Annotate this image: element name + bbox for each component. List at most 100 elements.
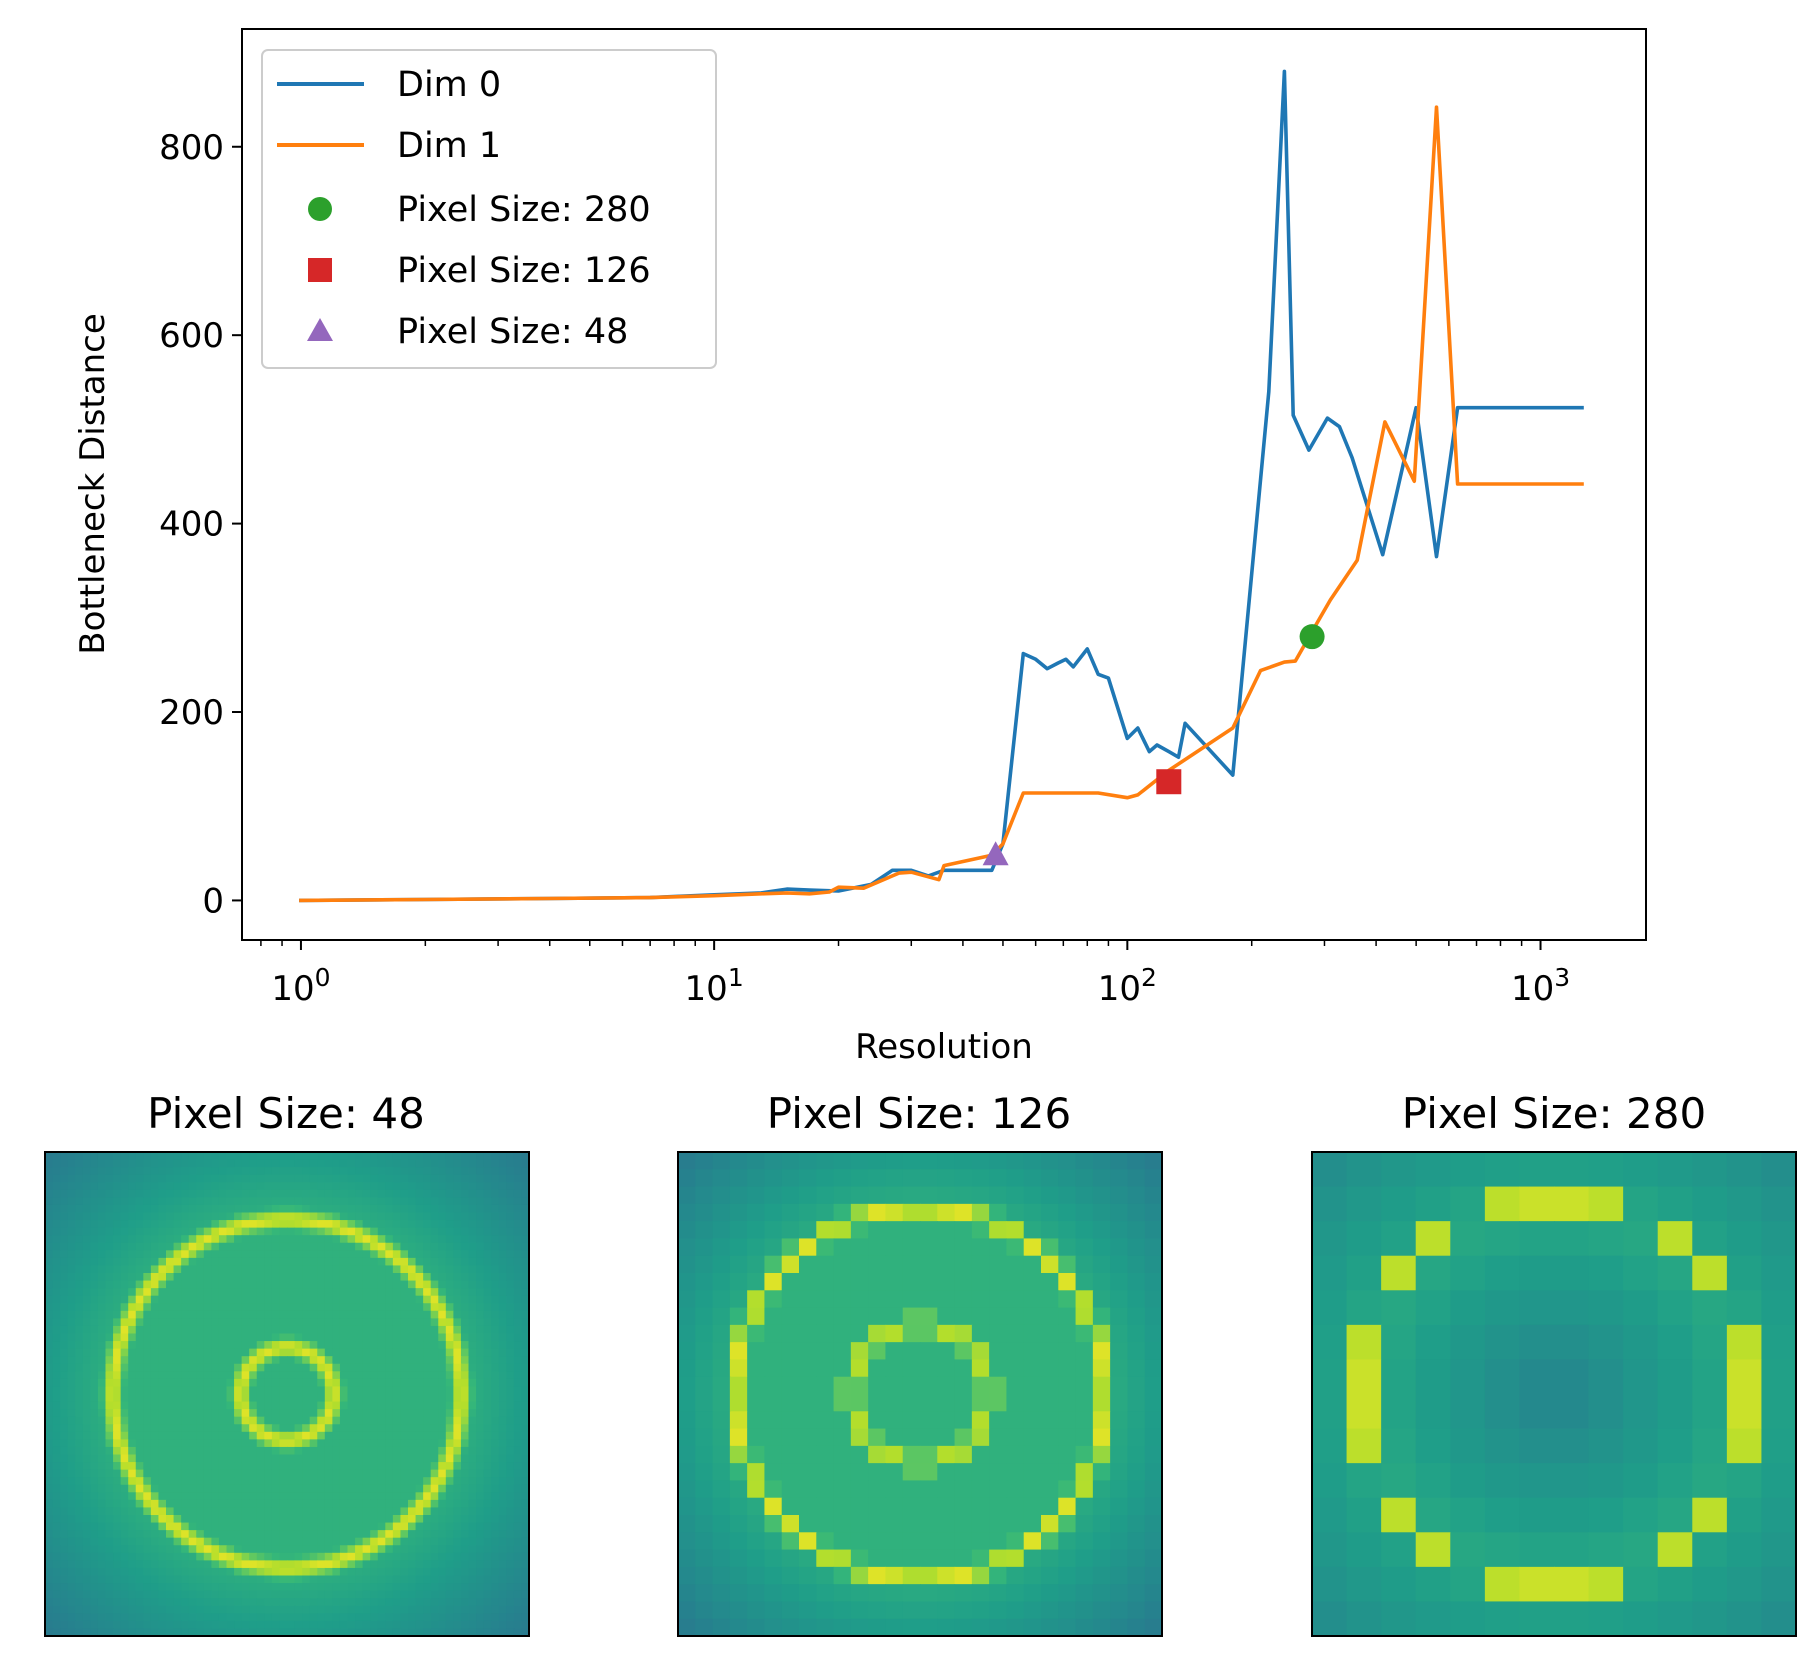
- heatmap-cell: [294, 1590, 303, 1599]
- heatmap-cell: [256, 1197, 265, 1206]
- heatmap-cell: [954, 1411, 973, 1430]
- heatmap-cell: [377, 1295, 386, 1304]
- heatmap-cell: [355, 1371, 364, 1380]
- heatmap-cell: [385, 1537, 394, 1546]
- heatmap-cell: [347, 1197, 356, 1206]
- heatmap-cell: [128, 1492, 137, 1501]
- heatmap-cell: [287, 1227, 296, 1236]
- heatmap-cell: [294, 1333, 303, 1342]
- heatmap-cell: [506, 1446, 515, 1456]
- heatmap-cell: [415, 1575, 424, 1584]
- heatmap-cell: [324, 1560, 333, 1569]
- heatmap-cell: [415, 1401, 424, 1410]
- heatmap-cell: [135, 1212, 144, 1221]
- heatmap-cell: [438, 1613, 447, 1622]
- heatmap-cell: [234, 1371, 243, 1380]
- heatmap-cell: [45, 1159, 54, 1168]
- heatmap-cell: [105, 1189, 114, 1198]
- heatmap-cell: [82, 1250, 91, 1259]
- heatmap-cell: [45, 1378, 54, 1388]
- legend-swatch-pixel-126: [308, 258, 332, 282]
- heatmap-cell: [302, 1333, 311, 1342]
- heatmap-cell: [135, 1257, 144, 1267]
- heatmap-cell: [90, 1484, 99, 1493]
- heatmap-cell: [385, 1613, 394, 1622]
- heatmap-cell: [438, 1499, 447, 1509]
- heatmap-cell: [445, 1522, 454, 1531]
- heatmap-cell: [1006, 1324, 1025, 1343]
- heatmap-cell: [188, 1189, 197, 1198]
- heatmap-cell: [1144, 1255, 1163, 1274]
- heatmap-cell: [241, 1530, 250, 1539]
- heatmap-cell: [181, 1605, 190, 1614]
- heatmap-cell: [158, 1598, 167, 1607]
- heatmap-cell: [423, 1235, 432, 1244]
- heatmap-cell: [460, 1424, 470, 1433]
- heatmap-cell: [408, 1416, 417, 1425]
- heatmap-cell: [264, 1439, 273, 1448]
- heatmap-cell: [256, 1318, 265, 1327]
- heatmap-cell: [181, 1560, 190, 1569]
- heatmap-cell: [747, 1186, 766, 1205]
- heatmap-cell: [332, 1545, 341, 1554]
- heatmap-cell: [491, 1212, 500, 1221]
- heatmap-cell: [1041, 1428, 1059, 1447]
- heatmap-cell: [1381, 1221, 1417, 1257]
- heatmap-cell: [105, 1575, 114, 1584]
- heatmap-cell: [476, 1356, 485, 1365]
- heatmap-cell: [1144, 1549, 1163, 1568]
- heatmap-cell: [302, 1371, 311, 1380]
- heatmap-cell: [279, 1280, 288, 1289]
- heatmap-cell: [453, 1507, 462, 1516]
- heatmap-cell: [324, 1371, 333, 1380]
- heatmap-cell: [712, 1584, 731, 1603]
- heatmap-cell: [264, 1280, 273, 1289]
- heatmap-cell: [764, 1394, 783, 1412]
- heatmap-cell: [513, 1499, 523, 1509]
- heatmap-cell: [1381, 1152, 1417, 1188]
- heatmap-cell: [460, 1560, 470, 1569]
- heatmap-cell: [1058, 1290, 1077, 1309]
- heatmap-cell: [196, 1257, 205, 1267]
- heatmap-cell: [113, 1174, 122, 1183]
- heatmap-cell: [120, 1439, 129, 1448]
- heatmap-cell: [362, 1499, 371, 1509]
- heatmap-cell: [90, 1295, 99, 1304]
- heatmap-cell: [75, 1189, 84, 1198]
- heatmap-cell: [415, 1484, 424, 1493]
- heatmap-cell: [302, 1598, 311, 1607]
- heatmap-cell: [294, 1167, 303, 1176]
- heatmap-cell: [113, 1537, 122, 1546]
- heatmap-cell: [317, 1325, 326, 1335]
- heatmap-cell: [52, 1227, 61, 1236]
- heatmap-cell: [764, 1186, 783, 1205]
- heatmap-cell: [483, 1560, 492, 1569]
- heatmap-cell: [287, 1409, 296, 1418]
- heatmap-cell: [1144, 1359, 1163, 1378]
- heatmap-cell: [203, 1431, 212, 1440]
- heatmap-cell: [120, 1560, 129, 1569]
- heatmap-cell: [392, 1431, 402, 1440]
- heatmap-cell: [287, 1378, 296, 1388]
- heatmap-cell: [400, 1394, 409, 1403]
- heatmap-cell: [241, 1220, 250, 1229]
- heatmap-cell: [302, 1477, 311, 1486]
- heatmap-cell: [82, 1333, 91, 1342]
- heatmap-cell: [226, 1439, 235, 1448]
- heatmap-cell: [166, 1522, 175, 1531]
- heatmap-cell: [476, 1303, 485, 1312]
- heatmap-cell: [445, 1545, 454, 1554]
- heatmap-cell: [67, 1167, 76, 1176]
- heatmap-cell: [324, 1197, 333, 1206]
- heatmap-cell: [294, 1341, 303, 1350]
- heatmap-cell: [513, 1250, 523, 1259]
- heatmap-cell: [241, 1250, 250, 1259]
- heatmap-cell: [82, 1356, 91, 1365]
- heatmap-cell: [45, 1265, 54, 1274]
- heatmap-cell: [196, 1325, 205, 1335]
- heatmap-cell: [271, 1363, 281, 1372]
- heatmap-cell: [468, 1288, 477, 1297]
- heatmap-cell: [279, 1598, 288, 1607]
- heatmap-cell: [339, 1515, 349, 1524]
- heatmap-cell: [1144, 1428, 1163, 1447]
